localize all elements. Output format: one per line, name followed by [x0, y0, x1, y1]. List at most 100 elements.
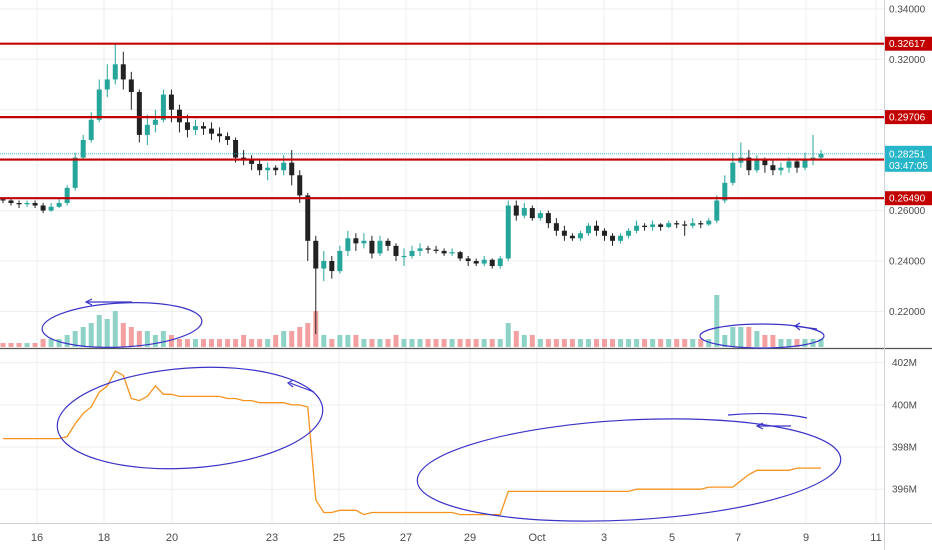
volume-bar: [345, 335, 351, 347]
candle-body: [658, 224, 664, 227]
candle-body: [120, 64, 126, 80]
candle-body: [618, 235, 624, 241]
volume-bar: [481, 339, 487, 347]
candle-body: [96, 89, 102, 120]
candle-body: [337, 250, 343, 272]
candle-body: [168, 94, 174, 110]
volume-bar: [786, 339, 792, 347]
volume-bar: [385, 339, 391, 347]
candle-body: [513, 205, 519, 216]
time-tick-label: 11: [870, 532, 881, 544]
level-badge-label: 0.29706: [889, 113, 926, 124]
volume-bar: [168, 335, 174, 347]
annotation-ellipse: [56, 366, 324, 470]
volume-bar: [553, 339, 559, 347]
volume-bar: [698, 339, 704, 347]
volume-bar: [96, 315, 102, 347]
candle-body: [313, 240, 319, 269]
volume-bar: [577, 339, 583, 347]
candle-body: [289, 162, 295, 176]
time-tick-label: 7: [735, 532, 741, 544]
candle-body: [706, 220, 712, 225]
time-tick-label: Oct: [528, 532, 545, 544]
volume-bar: [361, 339, 367, 347]
candle-body: [593, 225, 599, 231]
volume-bar: [433, 339, 439, 347]
candle-body: [778, 167, 784, 171]
candle-body: [529, 208, 535, 219]
candle-body: [674, 223, 680, 225]
candle-body: [40, 205, 46, 211]
candle-body: [770, 165, 776, 171]
candle-body: [465, 258, 471, 261]
volume-bar: [56, 339, 62, 347]
candle-body: [305, 195, 311, 241]
volume-bar: [754, 331, 760, 347]
time-tick-label: 23: [266, 532, 278, 544]
volume-bar: [88, 323, 94, 347]
level-badge: [885, 110, 932, 125]
time-tick-label: 29: [464, 532, 476, 544]
volume-bar: [353, 335, 359, 347]
candle-body: [217, 133, 223, 137]
volume-bar: [658, 339, 664, 347]
volume-bar: [40, 339, 46, 347]
candle-body: [56, 203, 62, 207]
candle-body: [505, 205, 511, 259]
candle-body: [457, 252, 463, 259]
time-axis[interactable]: 16 18 20 23 25 27 29 Oct 3 5 7 9 11: [31, 532, 882, 544]
volume-bar: [642, 339, 648, 347]
volume-bar: [0, 343, 6, 347]
volume-bar: [160, 331, 166, 347]
volume-bar: [305, 323, 311, 347]
time-tick-label: 18: [98, 532, 110, 544]
volume-bar: [184, 339, 190, 347]
candle-body: [273, 167, 279, 171]
candle-body: [569, 235, 575, 239]
indicator-tick-label: 400M: [892, 400, 917, 411]
candle-body: [112, 64, 118, 80]
volume-bar: [618, 339, 624, 347]
candle-body: [233, 139, 239, 158]
volume-bar: [602, 339, 607, 347]
indicator-tick-label: 396M: [892, 485, 917, 496]
volume-bar: [818, 339, 824, 347]
volume-bar: [650, 339, 656, 347]
candle-body: [602, 230, 607, 236]
volume-bar: [209, 339, 215, 347]
candle-body: [449, 252, 455, 254]
candle-body: [152, 119, 158, 125]
annotation-stroke: [727, 412, 808, 419]
volume-bar: [561, 339, 567, 347]
candle-body: [16, 203, 22, 205]
annotation-arrowhead: [84, 298, 93, 306]
level-badge-label: 0.26490: [889, 194, 926, 205]
indicator-tick-label: 398M: [892, 443, 917, 454]
candle-body: [136, 92, 142, 135]
volume-bar: [569, 339, 575, 347]
volume-bar: [746, 327, 752, 347]
volume-bar: [321, 335, 327, 347]
candle-body: [88, 119, 94, 140]
candle-body: [24, 203, 30, 205]
volume-bar: [249, 339, 255, 347]
indicator-series-line: [3, 370, 821, 516]
candle-body: [425, 248, 431, 250]
candle-body: [818, 153, 824, 158]
volume-bar: [48, 339, 54, 347]
volume-bar: [690, 339, 696, 347]
volume-bar: [714, 295, 720, 347]
candle-body: [401, 255, 407, 258]
candle-body: [104, 79, 110, 90]
volume-bar: [337, 335, 343, 347]
volume-bar: [682, 339, 688, 347]
candle-body: [762, 160, 768, 166]
volume-bar: [265, 339, 271, 347]
volume-bar: [289, 331, 295, 347]
candle-body: [417, 248, 423, 251]
candle-body: [160, 94, 166, 120]
volume-bar: [425, 339, 431, 347]
volume-bar: [529, 335, 535, 347]
